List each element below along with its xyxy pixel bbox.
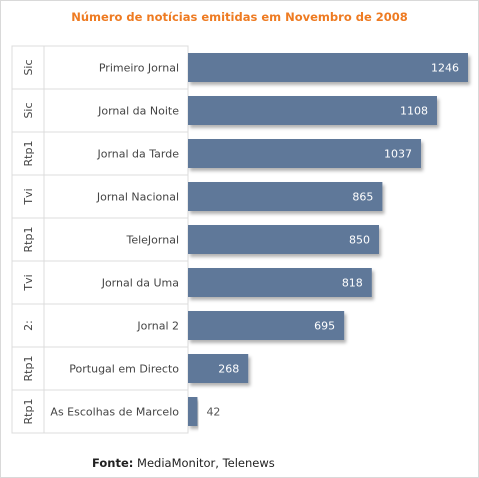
category-label: Jornal da Noite bbox=[97, 105, 179, 118]
bar bbox=[188, 354, 249, 383]
category-label: Jornal da Uma bbox=[101, 277, 179, 290]
data-label: 1037 bbox=[384, 148, 412, 161]
chart-title: Número de notícias emitidas em Novembro … bbox=[71, 10, 408, 24]
group-label: Sic bbox=[22, 59, 35, 75]
bar bbox=[188, 96, 437, 125]
group-label: Rtp1 bbox=[22, 141, 35, 167]
category-label: Portugal em Directo bbox=[69, 363, 179, 376]
group-label: Rtp1 bbox=[22, 399, 35, 425]
source-label: Fonte: bbox=[92, 456, 134, 470]
group-label: Rtp1 bbox=[22, 227, 35, 253]
group-label: Tvi bbox=[22, 188, 35, 205]
category-label: TeleJornal bbox=[125, 234, 179, 247]
source-text: MediaMonitor, Telenews bbox=[137, 456, 275, 470]
group-label: Tvi bbox=[22, 274, 35, 291]
data-label: 42 bbox=[206, 406, 220, 419]
bar bbox=[188, 311, 345, 340]
data-label: 1246 bbox=[431, 62, 459, 75]
category-panel bbox=[11, 45, 189, 434]
data-label: 850 bbox=[349, 234, 370, 247]
bar bbox=[188, 397, 198, 426]
bar bbox=[188, 182, 383, 211]
group-label: Rtp1 bbox=[22, 356, 35, 382]
data-label: 268 bbox=[218, 363, 239, 376]
category-label: Primeiro Jornal bbox=[99, 62, 179, 75]
category-label: Jornal 2 bbox=[136, 320, 179, 333]
source-note: Fonte: MediaMonitor, Telenews bbox=[92, 456, 275, 470]
category-label: Jornal da Tarde bbox=[96, 148, 179, 161]
data-label: 695 bbox=[314, 320, 335, 333]
data-label: 1108 bbox=[400, 105, 428, 118]
data-label: 818 bbox=[342, 277, 363, 290]
category-label: As Escolhas de Marcelo bbox=[50, 406, 179, 419]
bar bbox=[188, 139, 422, 168]
group-label: Sic bbox=[22, 102, 35, 118]
bar bbox=[188, 225, 380, 254]
data-label: 865 bbox=[352, 191, 373, 204]
bar bbox=[188, 268, 372, 297]
bar bbox=[188, 53, 468, 82]
group-label: 2: bbox=[22, 320, 35, 331]
category-label: Jornal Nacional bbox=[96, 191, 179, 204]
